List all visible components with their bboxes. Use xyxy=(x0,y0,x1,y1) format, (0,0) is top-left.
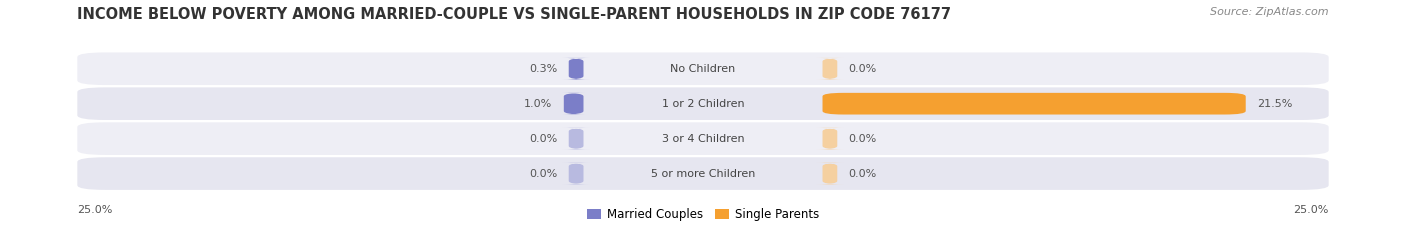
FancyBboxPatch shape xyxy=(77,87,1329,120)
FancyBboxPatch shape xyxy=(823,93,1246,115)
FancyBboxPatch shape xyxy=(77,52,1329,85)
FancyBboxPatch shape xyxy=(562,58,591,79)
Text: 25.0%: 25.0% xyxy=(1294,205,1329,215)
Text: 0.0%: 0.0% xyxy=(848,64,877,74)
Text: Source: ZipAtlas.com: Source: ZipAtlas.com xyxy=(1211,7,1329,17)
Text: 21.5%: 21.5% xyxy=(1257,99,1292,109)
Legend: Married Couples, Single Parents: Married Couples, Single Parents xyxy=(582,203,824,226)
Text: 0.0%: 0.0% xyxy=(848,134,877,144)
Text: 1.0%: 1.0% xyxy=(524,99,553,109)
Text: 3 or 4 Children: 3 or 4 Children xyxy=(662,134,744,144)
FancyBboxPatch shape xyxy=(562,93,585,115)
FancyBboxPatch shape xyxy=(815,163,844,185)
FancyBboxPatch shape xyxy=(815,128,844,150)
FancyBboxPatch shape xyxy=(562,128,591,150)
Text: 0.0%: 0.0% xyxy=(529,169,557,178)
Text: 1 or 2 Children: 1 or 2 Children xyxy=(662,99,744,109)
Text: 0.0%: 0.0% xyxy=(848,169,877,178)
FancyBboxPatch shape xyxy=(77,122,1329,155)
FancyBboxPatch shape xyxy=(815,58,844,79)
Text: 0.3%: 0.3% xyxy=(529,64,557,74)
Text: 0.0%: 0.0% xyxy=(529,134,557,144)
Text: 25.0%: 25.0% xyxy=(77,205,112,215)
FancyBboxPatch shape xyxy=(77,157,1329,190)
Text: 5 or more Children: 5 or more Children xyxy=(651,169,755,178)
Text: INCOME BELOW POVERTY AMONG MARRIED-COUPLE VS SINGLE-PARENT HOUSEHOLDS IN ZIP COD: INCOME BELOW POVERTY AMONG MARRIED-COUPL… xyxy=(77,7,952,22)
Text: No Children: No Children xyxy=(671,64,735,74)
FancyBboxPatch shape xyxy=(562,163,591,185)
